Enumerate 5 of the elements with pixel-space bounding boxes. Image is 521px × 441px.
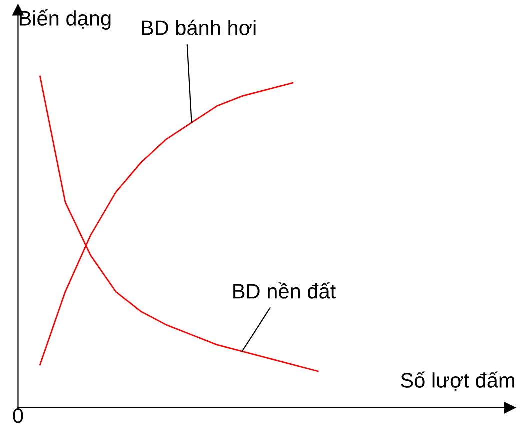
annotation: BD nền đất	[234, 282, 336, 299]
text: 0	[13, 408, 24, 424]
y-axis-title: Biến dạng	[20, 10, 111, 30]
x-axis-title: Số lượt đấm	[401, 372, 514, 391]
text: BD bánh hơi	[142, 20, 256, 36]
